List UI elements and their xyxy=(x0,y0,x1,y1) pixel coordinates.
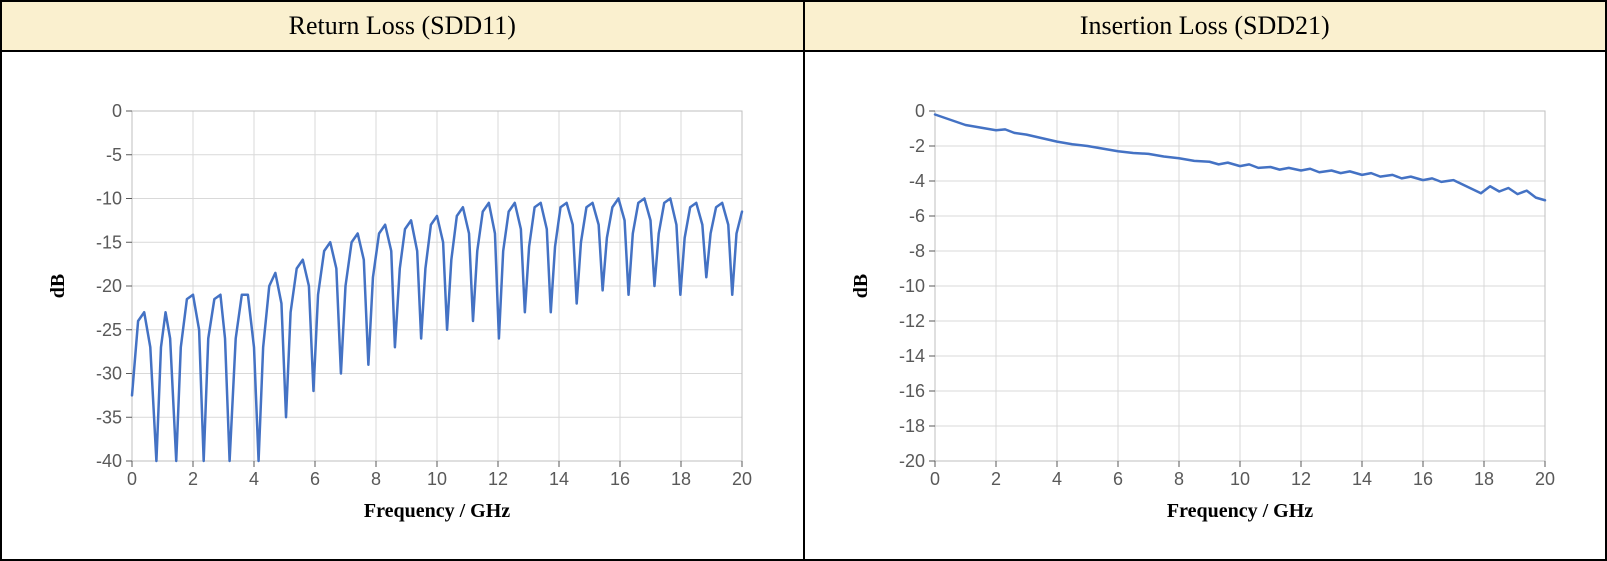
figure-container: Return Loss (SDD11) Insertion Loss (SDD2… xyxy=(0,0,1607,561)
svg-text:-20: -20 xyxy=(96,276,122,296)
svg-text:0: 0 xyxy=(930,469,940,489)
svg-text:12: 12 xyxy=(1291,469,1311,489)
svg-text:18: 18 xyxy=(1474,469,1494,489)
svg-text:20: 20 xyxy=(1535,469,1555,489)
svg-text:-40: -40 xyxy=(96,451,122,471)
svg-text:dB: dB xyxy=(47,273,69,297)
svg-text:-12: -12 xyxy=(899,311,925,331)
svg-text:2: 2 xyxy=(188,469,198,489)
body-row: 024681012141618200-5-10-15-20-25-30-35-4… xyxy=(2,52,1605,559)
svg-text:8: 8 xyxy=(1174,469,1184,489)
svg-text:dB: dB xyxy=(850,273,872,297)
svg-text:-4: -4 xyxy=(909,171,925,191)
svg-text:0: 0 xyxy=(915,101,925,121)
svg-text:4: 4 xyxy=(249,469,259,489)
svg-text:12: 12 xyxy=(488,469,508,489)
svg-text:8: 8 xyxy=(371,469,381,489)
svg-text:20: 20 xyxy=(732,469,752,489)
header-return-loss: Return Loss (SDD11) xyxy=(2,2,805,50)
svg-text:-16: -16 xyxy=(899,381,925,401)
chart-return-loss: 0 2 4 6 8 10 12 14 16 18 20 0 -5 -10 -15 -20 -25 -30 -35 -4… xyxy=(42,91,762,531)
svg-text:-14: -14 xyxy=(899,346,925,366)
header-row: Return Loss (SDD11) Insertion Loss (SDD2… xyxy=(2,2,1605,52)
svg-text:16: 16 xyxy=(610,469,630,489)
header-insertion-loss: Insertion Loss (SDD21) xyxy=(805,2,1606,50)
svg-text:18: 18 xyxy=(671,469,691,489)
svg-text:0: 0 xyxy=(112,101,122,121)
svg-text:6: 6 xyxy=(310,469,320,489)
svg-text:10: 10 xyxy=(427,469,447,489)
svg-text:-10: -10 xyxy=(96,188,122,208)
svg-text:-6: -6 xyxy=(909,206,925,226)
svg-text:-30: -30 xyxy=(96,363,122,383)
svg-text:0: 0 xyxy=(127,469,137,489)
svg-text:-10: -10 xyxy=(899,276,925,296)
svg-text:-15: -15 xyxy=(96,232,122,252)
svg-text:16: 16 xyxy=(1413,469,1433,489)
svg-text:6: 6 xyxy=(1113,469,1123,489)
svg-text:14: 14 xyxy=(549,469,569,489)
chart-insertion-loss: 0 2 4 6 8 10 12 14 16 18 20 0 -2 -4 -6 -8 -10 -12 -14 -16 -1… xyxy=(845,91,1565,531)
panel-insertion-loss: 0 2 4 6 8 10 12 14 16 18 20 0 -2 -4 -6 -8 -10 -12 -14 -16 -1… xyxy=(805,52,1606,559)
svg-text:-20: -20 xyxy=(899,451,925,471)
svg-text:-8: -8 xyxy=(909,241,925,261)
svg-text:-18: -18 xyxy=(899,416,925,436)
panel-return-loss: 0 2 4 6 8 10 12 14 16 18 20 0 -5 -10 -15 -20 -25 -30 -35 -4… xyxy=(2,52,805,559)
svg-text:14: 14 xyxy=(1352,469,1372,489)
svg-text:2: 2 xyxy=(991,469,1001,489)
svg-text:Frequency / GHz: Frequency / GHz xyxy=(1167,500,1313,522)
svg-text:-2: -2 xyxy=(909,136,925,156)
svg-text:-35: -35 xyxy=(96,407,122,427)
svg-text:-25: -25 xyxy=(96,319,122,339)
svg-text:Frequency / GHz: Frequency / GHz xyxy=(364,500,510,522)
svg-text:10: 10 xyxy=(1230,469,1250,489)
svg-text:-5: -5 xyxy=(106,144,122,164)
svg-text:4: 4 xyxy=(1052,469,1062,489)
